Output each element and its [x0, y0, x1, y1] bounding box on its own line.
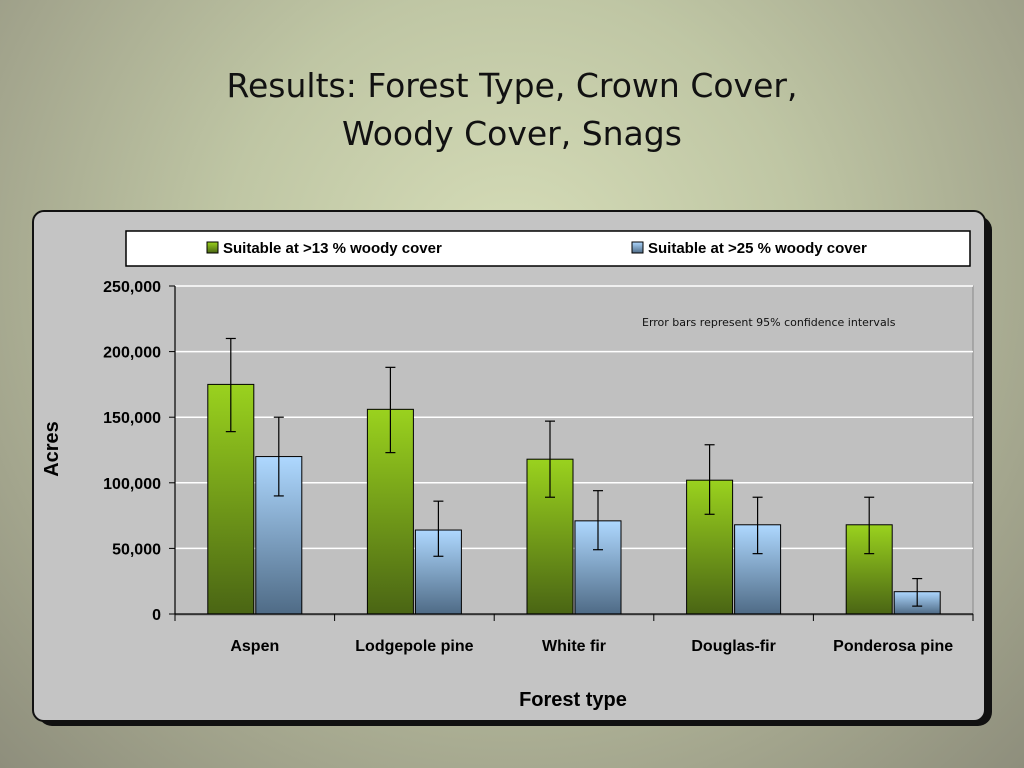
y-tick-label: 200,000 [103, 345, 161, 362]
y-tick-label: 0 [152, 607, 161, 624]
x-tick-label: Douglas-fir [691, 638, 775, 655]
y-axis-title: Acres [41, 421, 63, 477]
x-tick-label: Ponderosa pine [833, 638, 953, 655]
y-tick-label: 50,000 [112, 541, 161, 558]
legend-label-series-1: Suitable at >13 % woody cover [223, 240, 442, 257]
error-bar [593, 490, 603, 551]
y-tick-label: 250,000 [103, 279, 161, 296]
legend-label-series-2: Suitable at >25 % woody cover [648, 240, 867, 257]
plot-area [174, 285, 974, 616]
x-tick-labels: Aspen Lodgepole pine White fir Douglas-fir P… [230, 638, 953, 655]
x-tick-label: Lodgepole pine [355, 638, 473, 655]
slide-title-line-2: Woody Cover, Snags [342, 114, 682, 153]
error-bar [545, 420, 555, 498]
x-tick-label: Aspen [230, 638, 279, 655]
error-bar [752, 496, 763, 555]
legend: Suitable at >13 % woody cover Suitable a… [125, 230, 971, 267]
axes [169, 285, 974, 621]
error-bar [273, 416, 284, 497]
y-tick-labels: 0 50,000 100,000 150,000 200,000 250,000 [103, 279, 161, 624]
error-bar [704, 444, 715, 515]
legend-swatch-series-1 [206, 241, 219, 254]
x-axis-title: Forest type [519, 689, 627, 711]
error-bar [864, 496, 875, 555]
gridlines [175, 285, 973, 550]
slide-title: Results: Forest Type, Crown Cover, Woody… [0, 62, 1024, 158]
y-tick-label: 100,000 [103, 476, 161, 493]
slide-title-line-1: Results: Forest Type, Crown Cover, [226, 66, 798, 105]
error-bar [433, 500, 444, 557]
error-bar [385, 366, 396, 454]
y-tick-label: 150,000 [103, 410, 161, 427]
bars [207, 383, 941, 615]
x-tick-label: White fir [542, 638, 606, 655]
error-bar [225, 337, 236, 433]
error-bar-note: Error bars represent 95% confidence inte… [642, 316, 896, 329]
error-bar [912, 577, 923, 607]
legend-swatch-series-2 [631, 241, 644, 254]
error-bars [225, 337, 923, 607]
legend-box [125, 230, 971, 267]
